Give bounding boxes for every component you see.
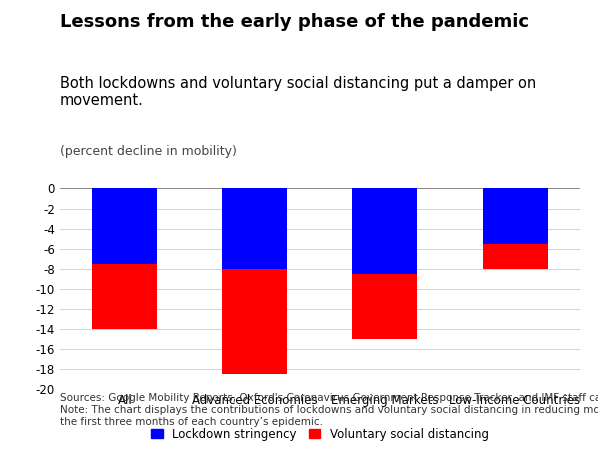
Bar xyxy=(352,188,417,274)
Bar xyxy=(483,188,548,244)
Legend: Lockdown stringency, Voluntary social distancing: Lockdown stringency, Voluntary social di… xyxy=(147,423,493,446)
Bar xyxy=(352,274,417,339)
Text: Both lockdowns and voluntary social distancing put a damper on
movement.: Both lockdowns and voluntary social dist… xyxy=(60,76,536,108)
Bar xyxy=(222,269,288,374)
Text: Sources: Google Mobility Reports, Oxford's Coronavirus Government Response Track: Sources: Google Mobility Reports, Oxford… xyxy=(60,393,598,427)
Bar xyxy=(92,188,157,264)
Text: (percent decline in mobility): (percent decline in mobility) xyxy=(60,145,237,158)
Bar xyxy=(92,264,157,329)
Bar xyxy=(483,244,548,269)
Bar xyxy=(222,188,288,269)
Text: Lessons from the early phase of the pandemic: Lessons from the early phase of the pand… xyxy=(60,13,529,31)
